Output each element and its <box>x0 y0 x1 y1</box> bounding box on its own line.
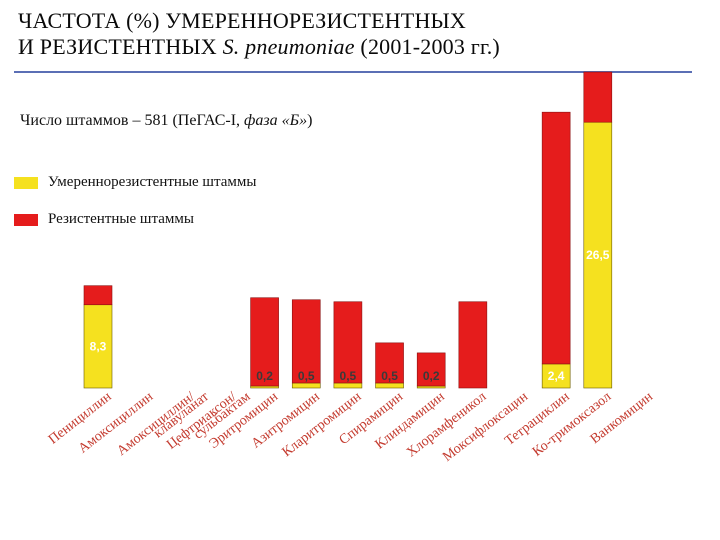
bar-resistant-9 <box>458 301 488 389</box>
title-line-2-suffix: (2001-2003 гг.) <box>354 34 500 59</box>
chart-title: ЧАСТОТА (%) УМЕРЕННОРЕЗИСТЕНТНЫХ И РЕЗИС… <box>18 8 698 60</box>
subtitle-prefix: Число штаммов – 581 (ПеГАС-I, <box>20 112 245 129</box>
value-label-resistant-8: 3,3 <box>423 336 440 350</box>
bar-resistant-12 <box>583 71 613 123</box>
title-line-2: И РЕЗИСТЕНТНЫХ S. pneumoniae (2001-2003 … <box>18 34 698 60</box>
value-label-intermediate-5: 0,5 <box>298 369 315 383</box>
value-label-resistant-7: 4,0 <box>381 326 398 340</box>
value-label-resistant-4: 8,8 <box>256 281 273 295</box>
chart-subtitle: Число штаммов – 581 (ПеГАС-I, фаза «Б») <box>20 112 312 130</box>
bar-intermediate-6 <box>333 382 363 389</box>
bar-resistant-4 <box>250 297 279 387</box>
value-label-resistant-6: 8,1 <box>340 285 357 299</box>
value-label-resistant-12: 5,0 <box>589 55 606 69</box>
value-label-intermediate-12: 26,5 <box>586 248 610 262</box>
legend-swatch-intermediate <box>14 177 38 189</box>
value-label-resistant-0: 1,9 <box>90 269 107 283</box>
bar-intermediate-4 <box>250 385 279 389</box>
subtitle-suffix: ) <box>307 112 313 129</box>
value-label-intermediate-6: 0,5 <box>340 369 357 383</box>
title-line-1: ЧАСТОТА (%) УМЕРЕННОРЕЗИСТЕНТНЫХ <box>18 8 467 33</box>
bar-intermediate-7 <box>375 382 404 389</box>
value-label-intermediate-0: 8,3 <box>90 339 107 353</box>
bar-resistant-6 <box>333 301 363 384</box>
value-label-resistant-11: 25,1 <box>544 95 568 109</box>
bar-intermediate-5 <box>291 382 321 389</box>
bar-intermediate-8 <box>416 385 446 389</box>
title-line-2-prefix: И РЕЗИСТЕНТНЫХ <box>18 34 223 59</box>
subtitle-phase: фаза «Б» <box>244 112 308 129</box>
bar-resistant-11 <box>541 111 571 365</box>
title-organism: S. pneumoniae <box>222 34 355 59</box>
title-divider <box>14 71 692 73</box>
value-label-resistant-5: 8,3 <box>298 283 315 297</box>
value-label-intermediate-11: 2,4 <box>548 369 565 383</box>
value-label-intermediate-7: 0,5 <box>381 369 398 383</box>
value-label-intermediate-4: 0,2 <box>256 369 273 383</box>
value-label-zero-3: 0 <box>220 374 227 388</box>
value-label-zero-10: 0 <box>511 374 518 388</box>
value-label-resistant-9: 8,6 <box>465 285 482 299</box>
value-label-zero-13: 0 <box>636 374 643 388</box>
value-label-zero-2: 0 <box>178 374 185 388</box>
value-label-zero-1: 0 <box>136 374 143 388</box>
bar-resistant-7 <box>375 342 404 384</box>
bar-resistant-5 <box>291 299 321 384</box>
bar-intermediate-12 <box>583 121 613 389</box>
bar-intermediate-0 <box>83 304 113 389</box>
legend-label-resistant: Резистентные штаммы <box>48 211 194 227</box>
bar-intermediate-11 <box>541 363 571 389</box>
bar-resistant-8 <box>416 352 446 387</box>
legend-label-intermediate: Умереннорезистентные штаммы <box>48 174 257 190</box>
value-label-intermediate-8: 0,2 <box>423 369 440 383</box>
legend-swatch-resistant <box>14 214 38 226</box>
bar-resistant-0 <box>83 285 113 306</box>
